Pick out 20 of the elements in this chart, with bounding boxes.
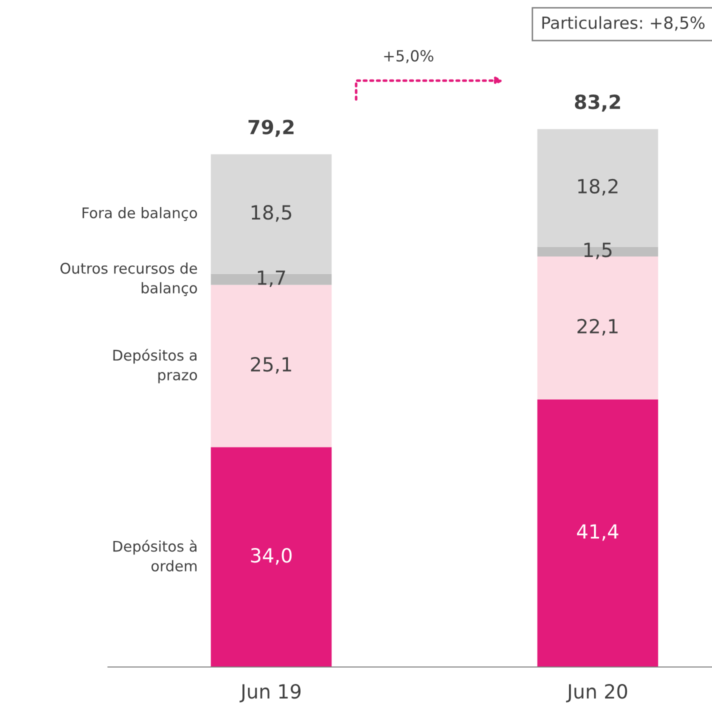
total-label: 83,2 — [574, 94, 620, 112]
data-label: 41,4 — [577, 524, 618, 541]
series-label: Outros recursos de balanço — [60, 262, 198, 296]
x-tick-label: Jun 19 — [240, 684, 301, 702]
data-label: 18,5 — [252, 205, 292, 222]
series-label: Depósitos a prazo — [113, 348, 197, 384]
text: Particulares: +8,5% — [542, 16, 705, 31]
data-label: 1,7 — [258, 270, 286, 288]
data-label: 25,1 — [251, 356, 292, 374]
bar — [537, 399, 658, 667]
text: +5,0% — [384, 50, 434, 64]
x-tick-label: Jun 20 — [566, 684, 628, 702]
series-label: Fora de balanço — [82, 207, 197, 221]
series-label: Depósitos à ordem — [113, 540, 197, 572]
data-label: 1,5 — [584, 242, 612, 260]
data-label: 34,0 — [251, 548, 292, 565]
bar — [210, 447, 332, 667]
total-label: 79,2 — [248, 120, 294, 137]
data-label: 22,1 — [578, 318, 618, 336]
data-label: 18,2 — [578, 178, 618, 196]
